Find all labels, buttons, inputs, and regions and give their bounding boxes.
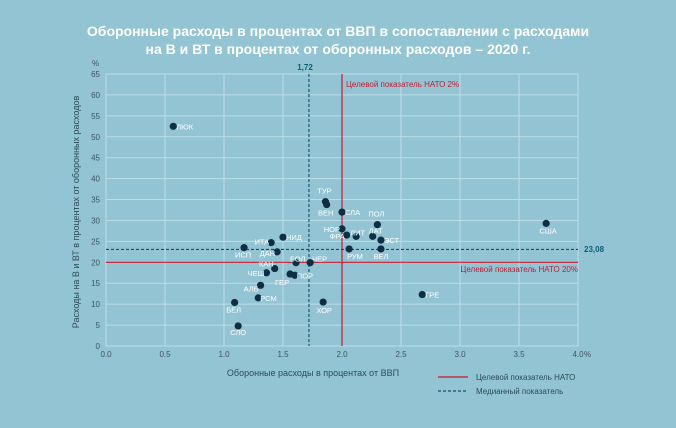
- data-point: [542, 219, 550, 227]
- data-point: [319, 298, 327, 306]
- data-point: [323, 200, 331, 209]
- point-label: ИСП: [235, 251, 251, 260]
- x-tick-label: 0.5: [159, 350, 171, 359]
- point-label: ЭСТ: [384, 236, 400, 245]
- y-axis-title: Расходы на В и ВТ в процентах от оборонн…: [71, 96, 81, 329]
- point-label: СЛО: [230, 328, 246, 337]
- nato-y-annotation: Целевой показатель НАТО 20%: [460, 265, 578, 274]
- legend: Целевой показатель НАТО Медианный показа…: [438, 373, 575, 396]
- chart-title: Оборонные расходы в процентах от ВВП в с…: [0, 22, 676, 58]
- y-tick-label: 30: [91, 216, 100, 225]
- point-label: ВЕН: [318, 209, 333, 218]
- y-tick-label: 40: [91, 175, 100, 184]
- x-tick-label: 2.0: [336, 350, 348, 359]
- x-axis-title: Оборонные расходы в процентах от ВВП: [227, 368, 399, 378]
- y-tick-label: 20: [91, 258, 100, 267]
- point-label: БОЛ: [290, 255, 306, 264]
- data-point: [343, 231, 351, 239]
- point-label: США: [539, 226, 556, 235]
- point-label: КАН: [259, 260, 274, 269]
- point-label: АЛБ: [244, 284, 259, 293]
- y-tick-label: 25: [91, 237, 100, 246]
- point-label: ПОР: [297, 271, 313, 280]
- y-tick-label: 55: [91, 112, 100, 121]
- data-point: [292, 259, 300, 267]
- x-tick-label: 3.0: [454, 350, 466, 359]
- legend-median-label: Медианный показатель: [476, 387, 563, 396]
- data-point: [240, 244, 248, 252]
- data-point: [338, 208, 346, 216]
- data-point: [256, 281, 265, 289]
- data-point: [369, 232, 377, 240]
- y-tick-label: 10: [91, 300, 100, 309]
- data-point: [377, 236, 385, 244]
- axis-ticks: 0.0 0.5 1.0 1.5 2.0 2.5 3.0 3.5 4.0 0 5 10 15 20 25 30 3…: [91, 70, 584, 359]
- point-label: ЛИТ: [350, 228, 365, 237]
- data-point: [234, 322, 242, 330]
- point-label: ДАН: [260, 249, 276, 258]
- y-tick-label: 45: [91, 154, 100, 163]
- data-point: [267, 239, 275, 247]
- data-point: [338, 225, 346, 233]
- point-label: БЕЛ: [226, 305, 241, 314]
- point-label: ПОЛ: [368, 210, 384, 219]
- data-points: [169, 122, 550, 330]
- point-label: РУМ: [347, 252, 363, 261]
- data-point: [291, 271, 299, 279]
- x-tick-label: 0.0: [100, 350, 112, 359]
- data-point: [273, 248, 281, 256]
- x-tick-label: 1.5: [277, 350, 289, 359]
- point-label: НИД: [286, 233, 302, 242]
- x-tick-label: 4.0: [572, 350, 584, 359]
- point-label: ВЕЛ: [373, 252, 388, 261]
- point-label: ЛЮК: [176, 122, 193, 131]
- point-label: ИТА: [254, 238, 269, 247]
- nato-x-annotation: Целевой показатель НАТО 2%: [346, 80, 459, 89]
- legend-nato-label: Целевой показатель НАТО: [476, 373, 575, 382]
- data-point: [373, 221, 381, 229]
- data-point: [352, 232, 360, 240]
- y-tick-label: 60: [91, 91, 100, 100]
- y-tick-label: 5: [96, 321, 101, 330]
- data-point: [279, 233, 287, 241]
- point-label: СЛА: [345, 208, 360, 217]
- data-point: [345, 245, 353, 253]
- median-y-annotation: 23,08: [584, 245, 605, 254]
- y-tick-label: 50: [91, 133, 100, 142]
- data-point: [262, 269, 271, 277]
- point-label: ЛАТ: [369, 226, 383, 235]
- x-tick-label: 1.0: [218, 350, 230, 359]
- point-label: ЧЕР: [312, 255, 327, 264]
- data-point: [271, 264, 279, 273]
- point-label: ТУР: [317, 187, 331, 196]
- y-unit-label: %: [92, 59, 99, 68]
- x-tick-label: 2.5: [395, 350, 407, 359]
- data-point: [377, 245, 385, 253]
- x-unit-label: %: [584, 350, 591, 359]
- point-label: НОР: [324, 225, 340, 234]
- data-point: [254, 294, 262, 302]
- grid: [105, 73, 579, 347]
- median-x-annotation: 1,72: [297, 63, 313, 72]
- point-label: ФРА: [330, 232, 345, 241]
- y-tick-label: 15: [91, 279, 100, 288]
- point-label: ГЕР: [275, 278, 289, 287]
- y-tick-label: 65: [91, 70, 100, 79]
- y-tick-label: 35: [91, 196, 100, 205]
- data-point: [418, 290, 426, 299]
- data-point: [169, 122, 177, 130]
- chart-title-line1: Оборонные расходы в процентах от ВВП в с…: [86, 23, 590, 39]
- y-tick-label: 0: [96, 342, 101, 351]
- x-tick-label: 3.5: [513, 350, 525, 359]
- point-label: РСМ: [260, 294, 277, 303]
- point-label: ХОР: [316, 306, 332, 315]
- data-point: [231, 298, 239, 307]
- chart-title-line2: на В и ВТ в процентах от оборонных расхо…: [145, 41, 531, 57]
- point-label: ГРЕ: [425, 291, 439, 300]
- point-label: ЧЕШ: [248, 269, 265, 278]
- data-point: [306, 259, 314, 267]
